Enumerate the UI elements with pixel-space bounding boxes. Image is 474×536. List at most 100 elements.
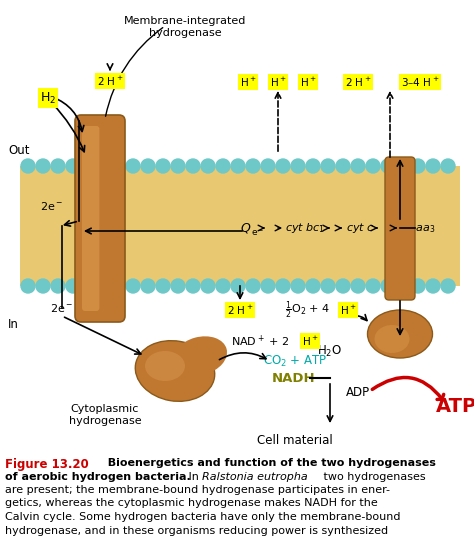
Text: cyt $c$: cyt $c$ [346,221,374,235]
Circle shape [81,279,95,293]
Circle shape [81,159,95,173]
Text: Figure 13.20: Figure 13.20 [5,458,89,471]
Circle shape [156,159,170,173]
Text: of aerobic hydrogen bacteria.: of aerobic hydrogen bacteria. [5,472,191,481]
Text: hydrogenase: hydrogenase [69,416,141,426]
Circle shape [96,279,110,293]
Circle shape [66,159,80,173]
Circle shape [126,159,140,173]
Circle shape [21,279,35,293]
Circle shape [381,159,395,173]
Text: 2e$^-$: 2e$^-$ [40,200,64,212]
Text: H$^+$: H$^+$ [270,76,286,88]
Circle shape [381,279,395,293]
Ellipse shape [173,336,227,376]
Circle shape [66,279,80,293]
Circle shape [351,279,365,293]
Text: two hydrogenases: two hydrogenases [320,472,426,481]
Text: ATP: ATP [436,397,474,415]
Circle shape [96,159,110,173]
Text: H$_2$: H$_2$ [40,91,56,106]
Circle shape [21,159,35,173]
Text: H$^+$: H$^+$ [300,76,316,88]
Circle shape [186,279,200,293]
FancyBboxPatch shape [82,126,100,311]
Circle shape [246,159,260,173]
Circle shape [126,279,140,293]
Circle shape [366,279,380,293]
Text: getics, whereas the cytoplasmic hydrogenase makes NADH for the: getics, whereas the cytoplasmic hydrogen… [5,498,378,509]
Text: Ralstonia eutropha: Ralstonia eutropha [202,472,308,481]
Circle shape [276,159,290,173]
Text: 2e$^-$: 2e$^-$ [50,302,73,314]
Text: Membrane-integrated: Membrane-integrated [124,16,246,26]
Text: are present; the membrane-bound hydrogenase participates in ener-: are present; the membrane-bound hydrogen… [5,485,390,495]
Circle shape [396,159,410,173]
Circle shape [111,279,125,293]
Text: Cytoplasmic: Cytoplasmic [71,404,139,414]
Circle shape [156,279,170,293]
Circle shape [411,279,425,293]
Circle shape [441,279,455,293]
Text: $\frac{1}{2}$O$_2$ + 4: $\frac{1}{2}$O$_2$ + 4 [285,299,330,321]
Text: Cell material: Cell material [257,435,333,448]
Circle shape [141,159,155,173]
Circle shape [426,279,440,293]
Circle shape [36,159,50,173]
Text: In: In [8,317,19,331]
Text: hydrogenase, and in these organisms reducing power is synthesized: hydrogenase, and in these organisms redu… [5,525,388,535]
Circle shape [51,159,65,173]
Circle shape [141,279,155,293]
Ellipse shape [135,341,215,401]
Circle shape [336,279,350,293]
Text: 3–4 H$^+$: 3–4 H$^+$ [401,76,439,88]
Bar [20,166,460,286]
Text: H$^+$: H$^+$ [301,334,319,347]
Ellipse shape [367,310,432,358]
Circle shape [231,159,245,173]
Text: H$^+$: H$^+$ [340,303,356,317]
Text: Q: Q [240,221,250,235]
Circle shape [216,279,230,293]
Circle shape [306,159,320,173]
Circle shape [36,279,50,293]
FancyBboxPatch shape [75,115,125,322]
Text: hydrogenase: hydrogenase [149,28,221,38]
Circle shape [51,279,65,293]
Circle shape [201,279,215,293]
Circle shape [426,159,440,173]
Circle shape [216,159,230,173]
Circle shape [246,279,260,293]
Circle shape [231,279,245,293]
Circle shape [396,279,410,293]
Text: cyt $aa_3$: cyt $aa_3$ [395,221,435,235]
Circle shape [306,279,320,293]
Text: Out: Out [8,145,29,158]
Circle shape [171,279,185,293]
Circle shape [441,159,455,173]
Text: 2 H$^+$: 2 H$^+$ [227,303,253,317]
Text: cyt $bc_1$: cyt $bc_1$ [285,221,325,235]
Circle shape [276,279,290,293]
Text: e$^-$: e$^-$ [251,228,265,238]
Circle shape [261,159,275,173]
Text: CO$_2$ + ATP: CO$_2$ + ATP [263,353,327,369]
Circle shape [336,159,350,173]
Text: H$_2$O: H$_2$O [318,344,343,359]
Circle shape [261,279,275,293]
Circle shape [171,159,185,173]
Circle shape [366,159,380,173]
Text: 2 H$^+$: 2 H$^+$ [345,76,371,88]
Circle shape [411,159,425,173]
Text: In: In [185,472,205,481]
Text: Bioenergetics and function of the two hydrogenases: Bioenergetics and function of the two hy… [100,458,436,468]
Circle shape [321,159,335,173]
Text: ADP: ADP [346,386,370,399]
Text: 2 H$^+$: 2 H$^+$ [97,75,123,87]
Ellipse shape [374,325,410,353]
Circle shape [291,279,305,293]
FancyBboxPatch shape [385,157,415,300]
Circle shape [186,159,200,173]
Circle shape [291,159,305,173]
Text: NADH: NADH [272,371,316,384]
